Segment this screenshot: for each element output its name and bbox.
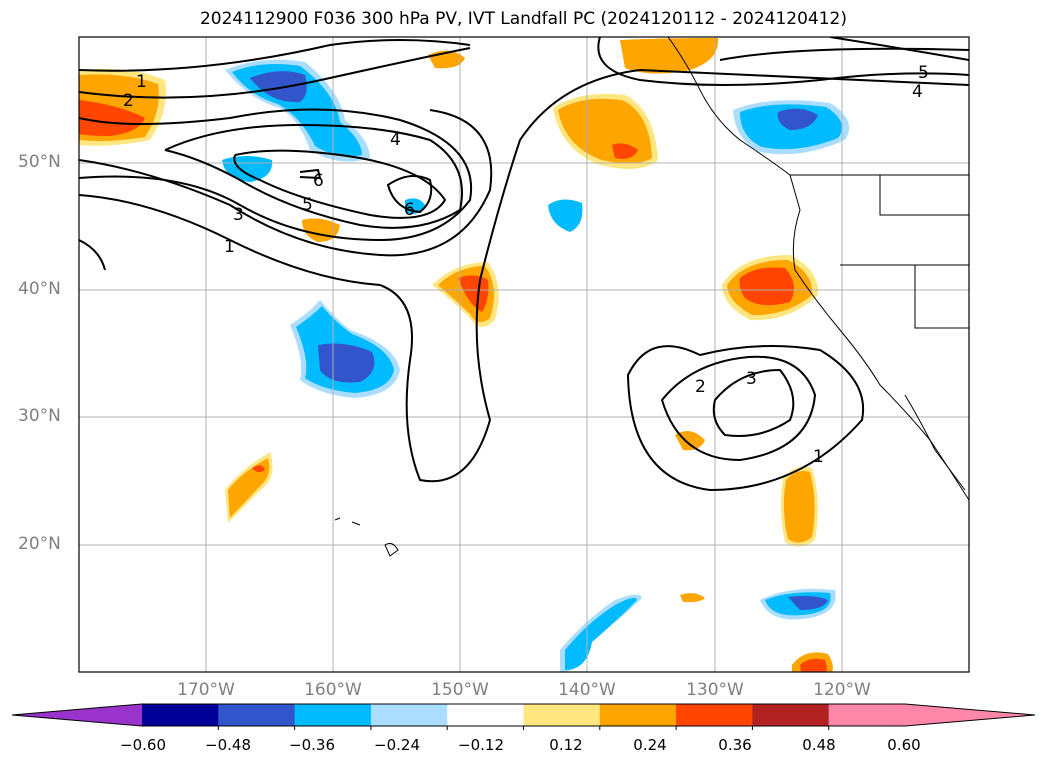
lon-label: 130°W [686, 680, 744, 700]
contour-label: 2 [123, 91, 134, 111]
map-title: 2024112900 F036 300 hPa PV, IVT Landfall… [199, 9, 847, 29]
contour-label: 4 [912, 82, 923, 102]
colorbar-outline [11, 703, 1036, 727]
contour-label: 6 [313, 171, 324, 191]
lon-label: 150°W [431, 680, 489, 700]
colorbar-tick: 0.12 [549, 736, 583, 754]
colorbar-segment [447, 704, 524, 726]
contour-label: 6 [404, 200, 415, 220]
colorbar-tick: −0.60 [120, 736, 166, 754]
colorbar-tick: −0.24 [374, 736, 420, 754]
contour-label: 1 [224, 237, 235, 257]
lat-label: 40°N [18, 279, 61, 299]
contour-label: 3 [746, 369, 757, 389]
coastlines [334, 37, 969, 557]
colorbar-tick: 0.60 [887, 736, 921, 754]
colorbar-segment [676, 704, 753, 726]
pv-contour-lines [79, 37, 969, 492]
map-frame [78, 36, 970, 673]
lon-label: 160°W [304, 680, 362, 700]
colorbar-tick: −0.48 [205, 736, 251, 754]
colorbar-segment [828, 704, 906, 726]
pv-fill-layer [79, 38, 850, 672]
contour-label: 3 [233, 205, 244, 225]
lat-label: 20°N [18, 534, 61, 554]
lat-label: 50°N [18, 152, 61, 172]
colorbar-segment [218, 704, 296, 726]
contour-label: 4 [390, 130, 401, 150]
colorbar-segment [599, 704, 677, 726]
colorbar-extend-low [12, 704, 142, 726]
colorbar-segment [370, 704, 448, 726]
lon-label: 170°W [177, 680, 235, 700]
lon-label: 140°W [558, 680, 616, 700]
contour-label: 2 [695, 377, 706, 397]
colorbar-tick: 0.48 [802, 736, 836, 754]
colorbar-segment [294, 704, 372, 726]
colorbar-segment [142, 704, 219, 726]
grid-lines [79, 37, 969, 672]
contour-label: 5 [918, 63, 929, 83]
colorbar-tick: −0.12 [458, 736, 504, 754]
colorbar-tick: −0.36 [289, 736, 335, 754]
colorbar-tick: 0.24 [633, 736, 667, 754]
contour-label: 5 [302, 195, 313, 215]
contour-label: 1 [813, 447, 824, 467]
contour-label: 1 [136, 72, 147, 92]
colorbar-tick: 0.36 [718, 736, 752, 754]
colorbar-segment [523, 704, 601, 726]
lon-label: 120°W [813, 680, 871, 700]
colorbar [11, 703, 1036, 730]
colorbar-extend-high [905, 704, 1035, 726]
colorbar-segment [752, 704, 830, 726]
lat-label: 30°N [18, 406, 61, 426]
